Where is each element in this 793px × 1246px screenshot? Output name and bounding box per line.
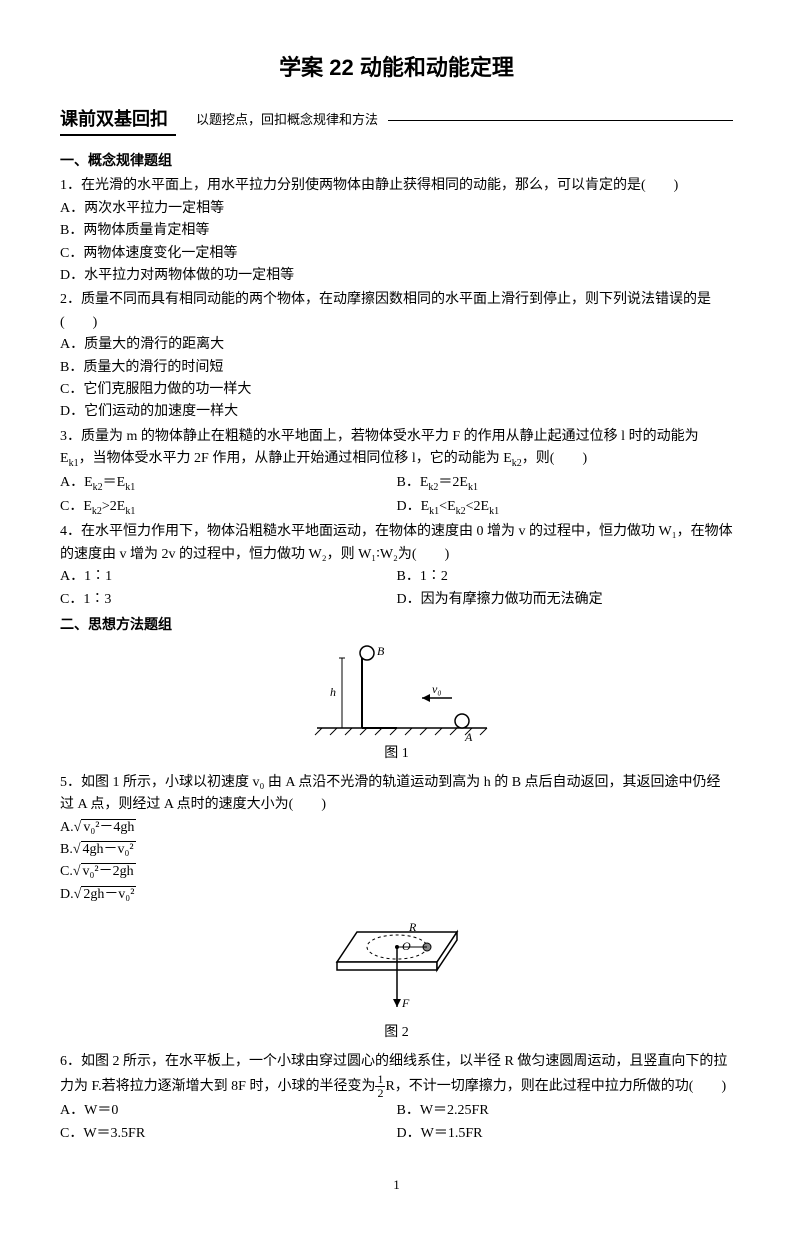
figure-2: O R F 图 2 [60, 912, 733, 1044]
section-line [388, 120, 733, 121]
q3-option-a: A．Ek2＝Ek1 [60, 472, 397, 496]
fig1-label-a: A [464, 730, 473, 743]
question-3: 3．质量为 m 的物体静止在粗糙的水平地面上，若物体受水平力 F 的作用从静止起… [60, 426, 733, 520]
q4-option-c: C．1∶3 [60, 589, 397, 611]
q5-option-b: B.4gh－v₀² [60, 839, 733, 861]
q1-option-c: C．两物体速度变化一定相等 [60, 243, 733, 265]
figure-1: B A h v₀ 图 1 [60, 643, 733, 765]
figure-2-svg: O R F [317, 912, 477, 1022]
fig1-label-b: B [377, 644, 385, 658]
section-header: 课前双基回扣 以题挖点，回扣概念规律和方法 [60, 105, 733, 136]
question-5: 5．如图 1 所示，小球以初速度 v₀ 由 A 点沿不光滑的轨道运动到高为 h … [60, 772, 733, 906]
q5-stem: 5．如图 1 所示，小球以初速度 v₀ 由 A 点沿不光滑的轨道运动到高为 h … [60, 772, 733, 817]
q4-stem: 4．在水平恒力作用下，物体沿粗糙水平地面运动，在物体的速度由 0 增为 v 的过… [60, 521, 733, 566]
group1-heading: 一、概念规律题组 [60, 151, 733, 173]
page-title: 学案 22 动能和动能定理 [60, 50, 733, 85]
q3-option-b: B．Ek2＝2Ek1 [397, 472, 734, 496]
q3-option-c: C．Ek2>2Ek1 [60, 496, 397, 520]
q5-option-c: C.v₀²－2gh [60, 861, 733, 883]
q6-option-a: A．W＝0 [60, 1100, 397, 1122]
q2-option-a: A．质量大的滑行的距离大 [60, 334, 733, 356]
q1-stem: 1．在光滑的水平面上，用水平拉力分别使两物体由静止获得相同的动能，那么，可以肯定… [60, 175, 733, 197]
question-1: 1．在光滑的水平面上，用水平拉力分别使两物体由静止获得相同的动能，那么，可以肯定… [60, 175, 733, 287]
page-number: 1 [60, 1175, 733, 1196]
q4-option-a: A．1∶1 [60, 566, 397, 588]
q2-option-c: C．它们克服阻力做的功一样大 [60, 379, 733, 401]
fig1-label-v0: v₀ [432, 682, 442, 696]
figure-2-caption: 图 2 [60, 1022, 733, 1044]
q3-stem: 3．质量为 m 的物体静止在粗糙的水平地面上，若物体受水平力 F 的作用从静止起… [60, 426, 733, 472]
q1-option-b: B．两物体质量肯定相等 [60, 220, 733, 242]
question-6: 6．如图 2 所示，在水平板上，一个小球由穿过圆心的细线系住，以半径 R 做匀速… [60, 1051, 733, 1146]
fig2-label-r: R [408, 920, 417, 934]
q2-option-d: D．它们运动的加速度一样大 [60, 401, 733, 423]
q1-option-a: A．两次水平拉力一定相等 [60, 198, 733, 220]
question-4: 4．在水平恒力作用下，物体沿粗糙水平地面运动，在物体的速度由 0 增为 v 的过… [60, 521, 733, 611]
fig2-label-f: F [401, 996, 410, 1010]
q4-option-b: B．1∶2 [397, 566, 734, 588]
fig2-label-o: O [402, 939, 411, 953]
q2-stem: 2．质量不同而具有相同动能的两个物体，在动摩擦因数相同的水平面上滑行到停止，则下… [60, 289, 733, 334]
q6-option-d: D．W＝1.5FR [397, 1123, 734, 1145]
section-subtitle: 以题挖点，回扣概念规律和方法 [176, 110, 378, 131]
q5-option-d: D.2gh－v₀² [60, 884, 733, 906]
q6-option-c: C．W＝3.5FR [60, 1123, 397, 1145]
group2-heading: 二、思想方法题组 [60, 615, 733, 637]
q3-option-d: D．Ek1<Ek2<2Ek1 [397, 496, 734, 520]
figure-1-caption: 图 1 [60, 743, 733, 765]
q6-stem: 6．如图 2 所示，在水平板上，一个小球由穿过圆心的细线系住，以半径 R 做匀速… [60, 1051, 733, 1101]
figure-1-svg: B A h v₀ [297, 643, 497, 743]
q1-option-d: D．水平拉力对两物体做的功一定相等 [60, 265, 733, 287]
section-box: 课前双基回扣 [60, 105, 176, 136]
q5-option-a: A.v₀²－4gh [60, 817, 733, 839]
q2-option-b: B．质量大的滑行的时间短 [60, 357, 733, 379]
q6-option-b: B．W＝2.25FR [397, 1100, 734, 1122]
question-2: 2．质量不同而具有相同动能的两个物体，在动摩擦因数相同的水平面上滑行到停止，则下… [60, 289, 733, 423]
q4-option-d: D．因为有摩擦力做功而无法确定 [397, 589, 734, 611]
fig1-label-h: h [330, 685, 336, 699]
